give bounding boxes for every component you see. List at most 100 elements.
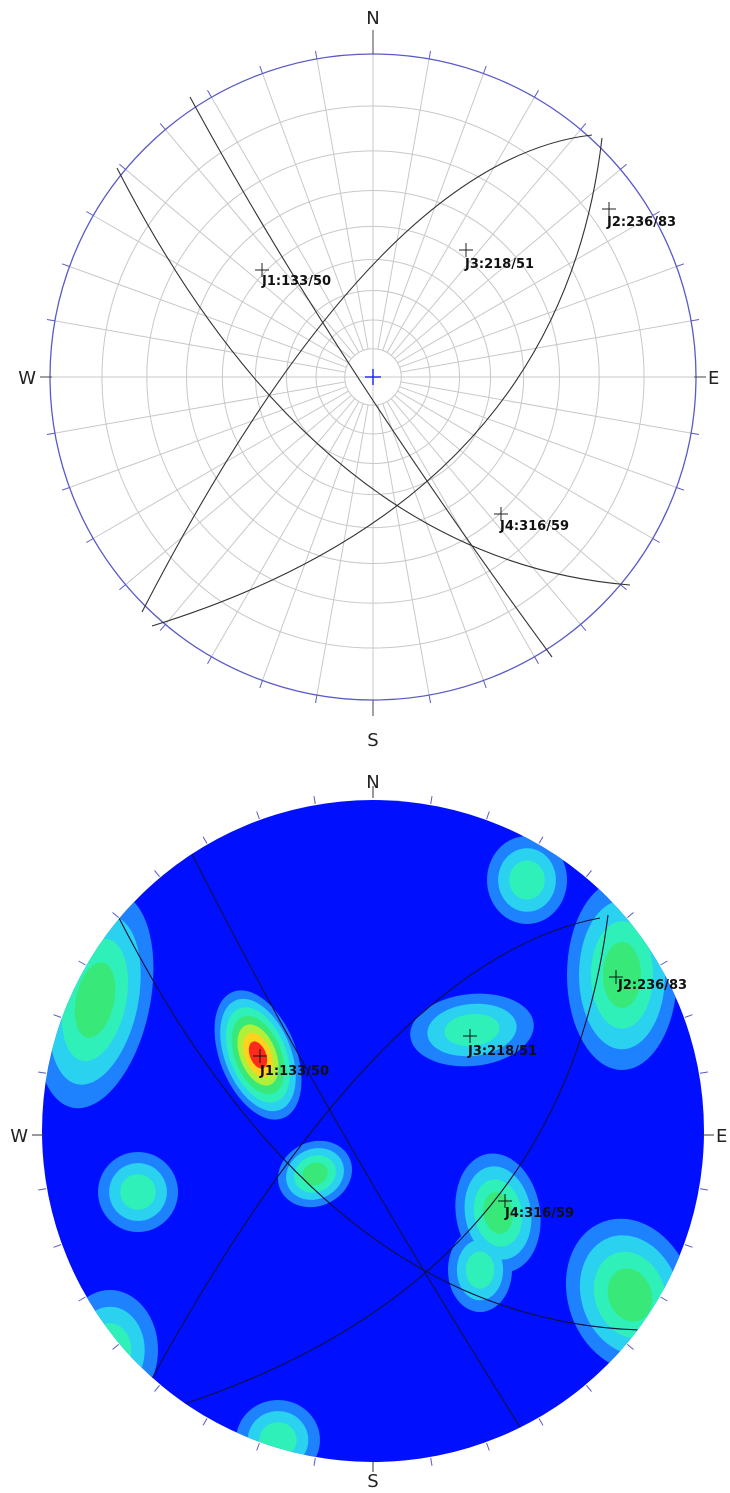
azimuth-ticks <box>46 50 700 704</box>
azimuth-tick <box>626 912 634 918</box>
azimuth-tick <box>691 432 700 435</box>
azimuth-tick <box>259 680 263 689</box>
azimuth-line <box>93 390 349 539</box>
azimuth-tick <box>586 1384 592 1392</box>
azimuth-tick <box>676 487 685 491</box>
pole-label-j4: J4:316/59 <box>499 519 569 534</box>
azimuth-tick <box>486 811 490 820</box>
azimuth-tick <box>652 211 660 216</box>
azimuth-line <box>394 169 621 360</box>
azimuth-tick <box>538 1418 544 1426</box>
great-circle-j1 <box>184 839 561 1462</box>
azimuth-tick <box>46 432 55 435</box>
azimuth-line <box>399 386 677 488</box>
azimuth-line <box>125 169 352 360</box>
azimuth-tick <box>534 90 539 98</box>
azimuth-line <box>54 381 346 434</box>
equal-angle-grid <box>50 54 696 700</box>
azimuth-tick <box>660 1296 668 1302</box>
pole-label-j1: J1:133/50 <box>261 274 331 289</box>
contour-base <box>42 800 704 1462</box>
azimuth-line <box>400 320 692 373</box>
azimuth-tick <box>256 1442 260 1451</box>
great-circles <box>109 839 641 1462</box>
azimuth-tick <box>315 695 318 704</box>
contour-level-3 <box>259 1422 297 1458</box>
azimuth-tick <box>691 319 700 322</box>
azimuth-line <box>262 403 364 681</box>
azimuth-tick <box>159 624 166 631</box>
contour-level-4 <box>74 962 116 1038</box>
azimuth-line <box>316 58 369 350</box>
west-label: W <box>10 1126 28 1147</box>
azimuth-tick <box>699 1188 708 1191</box>
great-circle-j3 <box>141 134 593 613</box>
azimuth-tick <box>483 680 487 689</box>
azimuth-tick <box>154 1384 160 1392</box>
azimuth-tick <box>428 50 431 59</box>
azimuth-tick <box>580 624 587 631</box>
azimuth-tick <box>86 538 94 543</box>
azimuth-line <box>377 404 430 696</box>
azimuth-tick <box>313 796 316 805</box>
azimuth-tick <box>78 1296 86 1302</box>
pole-j2: J2:236/83 <box>602 202 676 230</box>
great-circle-j2 <box>151 137 603 627</box>
west-label: W <box>18 368 36 389</box>
pole-label-j2: J2:236/83 <box>617 978 687 993</box>
azimuth-line <box>397 215 653 364</box>
north-label: N <box>366 8 379 29</box>
azimuth-tick <box>313 1457 316 1466</box>
azimuth-tick <box>53 1244 62 1248</box>
stereonet-top: N E S W J1:133/50 J2:236/83 J3:218/51 J4… <box>18 8 719 750</box>
azimuth-line <box>165 398 356 625</box>
great-circle-j2 <box>137 914 609 1419</box>
contour-level-3 <box>509 860 545 900</box>
azimuth-tick <box>684 1014 693 1018</box>
azimuth-tick <box>534 656 539 664</box>
azimuth-tick <box>620 584 627 591</box>
pole-j3: J3:218/51 <box>459 243 534 272</box>
pole-j2: J2:236/83 <box>609 970 687 993</box>
azimuth-line <box>397 390 653 539</box>
pole-label-j4: J4:316/59 <box>504 1206 574 1221</box>
east-label: E <box>716 1126 727 1147</box>
pole-j4: J4:316/59 <box>494 507 569 534</box>
great-circle-j4 <box>109 899 641 1331</box>
azimuth-tick <box>112 912 120 918</box>
azimuth-tick <box>53 1014 62 1018</box>
azimuth-line <box>211 97 360 353</box>
azimuth-tick <box>660 960 668 966</box>
azimuth-tick <box>620 163 627 170</box>
azimuth-line <box>69 386 347 488</box>
azimuth-tick <box>38 1071 47 1074</box>
azimuth-line <box>54 320 346 373</box>
azimuth-tick <box>428 695 431 704</box>
azimuth-tick <box>112 1344 120 1350</box>
azimuth-tick <box>676 263 685 267</box>
contour-level-3 <box>120 1174 156 1210</box>
azimuth-tick <box>61 263 70 267</box>
azimuth-line <box>400 381 692 434</box>
pole-j1: J1:133/50 <box>255 263 331 289</box>
contour-level-3 <box>465 1251 495 1289</box>
azimuth-tick <box>430 796 433 805</box>
azimuth-line <box>377 58 430 350</box>
azimuth-line <box>211 401 360 657</box>
pole-j4: J4:316/59 <box>498 1194 574 1221</box>
pole-j3: J3:218/51 <box>463 1029 537 1059</box>
azimuth-tick <box>259 65 263 74</box>
azimuth-tick <box>86 211 94 216</box>
azimuth-tick <box>61 487 70 491</box>
azimuth-tick <box>78 960 86 966</box>
great-circle-j3 <box>134 917 601 1411</box>
azimuth-tick <box>202 836 208 844</box>
azimuth-line <box>394 394 621 585</box>
azimuth-line <box>93 215 349 364</box>
azimuth-line <box>390 129 581 356</box>
contour-level-3 <box>88 1323 132 1377</box>
contour-level-4 <box>607 1268 653 1322</box>
pole-label-j2: J2:236/83 <box>606 215 676 230</box>
azimuth-tick <box>315 50 318 59</box>
azimuth-line <box>386 97 535 353</box>
